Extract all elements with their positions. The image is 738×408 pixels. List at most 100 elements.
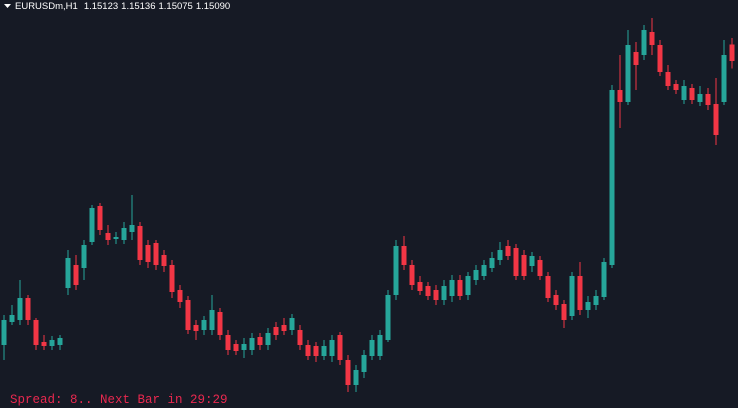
header-values: 1.15123 1.15136 1.15075 1.15090 (84, 1, 230, 12)
candle-body (273, 327, 279, 335)
candle-body (529, 256, 535, 266)
candle-body (329, 340, 335, 356)
candle-body (705, 94, 711, 105)
candle-body (25, 298, 31, 320)
candle-body (353, 370, 359, 385)
candle-body (673, 84, 679, 90)
candle-body (729, 44, 735, 61)
menu-arrow[interactable] (4, 4, 11, 8)
candle-body (313, 346, 319, 356)
candle-body (193, 325, 199, 331)
candle-body (537, 260, 543, 276)
header-value: 1.15075 (159, 1, 193, 12)
candle-body (321, 346, 327, 356)
candle-body (65, 258, 71, 288)
candle-body (161, 255, 167, 266)
candle-body (697, 94, 703, 102)
candle-body (513, 248, 519, 276)
candle-body (201, 320, 207, 330)
candle-body (633, 52, 639, 65)
candle-body (369, 340, 375, 356)
symbol: EURUSDm,H1 (15, 1, 78, 12)
candle-body (441, 286, 447, 300)
candle-body (97, 206, 103, 230)
candle-body (105, 233, 111, 240)
candle-body (225, 335, 231, 350)
header-value: 1.15136 (121, 1, 155, 12)
candle-body (89, 208, 95, 242)
candle-body (577, 276, 583, 310)
candle-body (433, 290, 439, 300)
candle-body (249, 338, 255, 350)
candle-body (233, 344, 239, 351)
header-value: 1.15123 (84, 1, 118, 12)
candle-body (609, 90, 615, 265)
candle-body (145, 245, 151, 262)
candle-body (265, 333, 271, 345)
candle-body (681, 86, 687, 100)
candle-body (553, 295, 559, 305)
candle-body (185, 300, 191, 330)
candle-body (649, 32, 655, 45)
candles (1, 18, 735, 392)
candle-body (361, 355, 367, 372)
candle-body (497, 250, 503, 260)
candle-body (177, 290, 183, 302)
candle-body (465, 276, 471, 295)
candle-body (137, 226, 143, 260)
candle-body (49, 340, 55, 346)
candle-body (617, 90, 623, 102)
candle-body (393, 246, 399, 295)
candle-body (505, 246, 511, 256)
candle-body (305, 345, 311, 356)
candle-body (417, 282, 423, 291)
candle-body (241, 344, 247, 350)
candle-body (289, 318, 295, 330)
candle-body (257, 337, 263, 345)
footer-info: Spread: 8.. Next Bar in 29:29 (10, 393, 228, 407)
candle-body (625, 45, 631, 102)
candle-body (169, 265, 175, 292)
candle-body (489, 258, 495, 268)
candle-body (457, 280, 463, 296)
candle-body (281, 325, 287, 331)
candle-body (657, 45, 663, 72)
candle-body (153, 243, 159, 265)
candle-body (449, 280, 455, 296)
candle-body (297, 330, 303, 345)
candle-body (521, 255, 527, 276)
candle-body (73, 265, 79, 285)
candle-body (113, 237, 119, 239)
candle-body (377, 335, 383, 356)
candle-body (121, 228, 127, 240)
candle-body (33, 320, 39, 345)
candle-body (641, 30, 647, 55)
candle-body (9, 315, 15, 322)
candle-body (57, 338, 63, 345)
candle-body (665, 72, 671, 86)
candle-body (425, 286, 431, 296)
candle-body (409, 265, 415, 285)
candle-body (209, 310, 215, 330)
candle-body (345, 360, 351, 385)
candle-body (17, 298, 23, 320)
candle-body (585, 302, 591, 310)
candle-body (385, 295, 391, 340)
candle-body (481, 265, 487, 276)
candle-body (713, 104, 719, 135)
candle-body (401, 246, 407, 265)
candle-body (81, 245, 87, 268)
candle-body (721, 55, 727, 102)
header-value: 1.15090 (196, 1, 230, 12)
candle-body (593, 296, 599, 305)
candle-body (337, 335, 343, 360)
candle-body (689, 88, 695, 100)
candle-body (129, 225, 135, 232)
candle-body (545, 276, 551, 298)
candle-body (601, 262, 607, 297)
candle-body (217, 312, 223, 335)
candle-body (1, 320, 7, 345)
